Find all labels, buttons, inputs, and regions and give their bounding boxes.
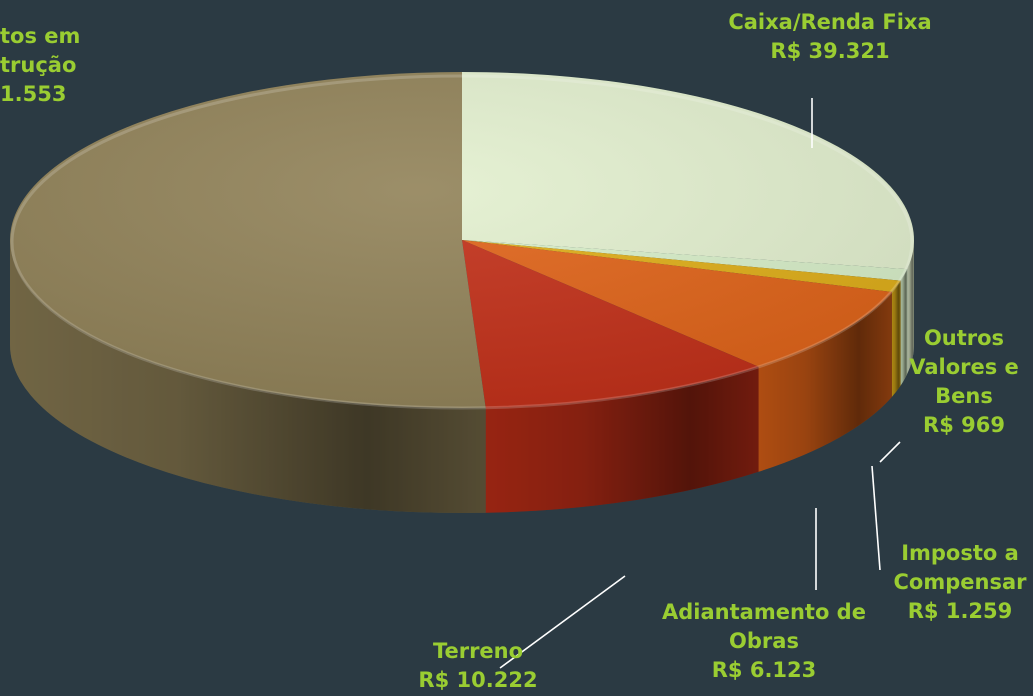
- leader-line-terreno: [499, 575, 626, 669]
- label-name-outros: Outros: [924, 326, 1004, 350]
- slice-side-dim-terreno: [485, 366, 759, 513]
- pie-side-layer: [10, 240, 914, 514]
- label-value-terreno: R$ 10.222: [418, 668, 537, 692]
- leader-line-imposto: [871, 465, 881, 571]
- label-name-imposto: Compensar: [894, 570, 1028, 594]
- slice-labels: Caixa/Renda Fixa R$ 39.321 Outros Valores e…: [0, 10, 1027, 692]
- label-value-adiantamento: R$ 6.123: [712, 658, 817, 682]
- slice-side-shade-terreno: [485, 366, 759, 513]
- slice-side-dim-imposto: [891, 280, 901, 397]
- label-name-outros: Valores e: [909, 355, 1019, 379]
- label-name-outros: Bens: [935, 384, 993, 408]
- slice-side-shade-adiantamento: [758, 291, 892, 472]
- label-name-caixa: Caixa/Renda Fixa: [728, 10, 931, 34]
- slice-side-dim-adiantamento: [758, 291, 892, 472]
- slice-side-shade-outros: [900, 269, 908, 386]
- pie-top-rim: [10, 74, 914, 410]
- slice-side-dim-outros: [900, 269, 908, 386]
- label-value-imposto: R$ 1.259: [908, 599, 1013, 623]
- leader-line-outros: [879, 441, 901, 463]
- slice-side-dim-imoveis: [10, 240, 486, 514]
- label-value-imoveis: 1.553: [0, 82, 66, 106]
- label-name-adiantamento: Adiantamento de: [662, 600, 866, 624]
- label-name-imoveis: trução: [0, 53, 76, 77]
- label-value-outros: R$ 969: [923, 413, 1005, 437]
- slice-side-dim-caixa: [907, 240, 914, 375]
- label-value-caixa: R$ 39.321: [770, 39, 889, 63]
- leader-lines: [499, 98, 901, 669]
- label-name-terreno: Terreno: [433, 639, 523, 663]
- slice-side-shade-imposto: [891, 280, 901, 397]
- label-name-imoveis: tos em: [0, 24, 80, 48]
- pie-top-layer: [10, 72, 915, 410]
- pie-top-shine: [10, 72, 914, 408]
- label-name-adiantamento: Obras: [729, 629, 799, 653]
- slice-side-shade-imoveis: [10, 240, 486, 514]
- label-name-imposto: Imposto a: [901, 541, 1019, 565]
- slice-side-shade-caixa: [907, 240, 914, 375]
